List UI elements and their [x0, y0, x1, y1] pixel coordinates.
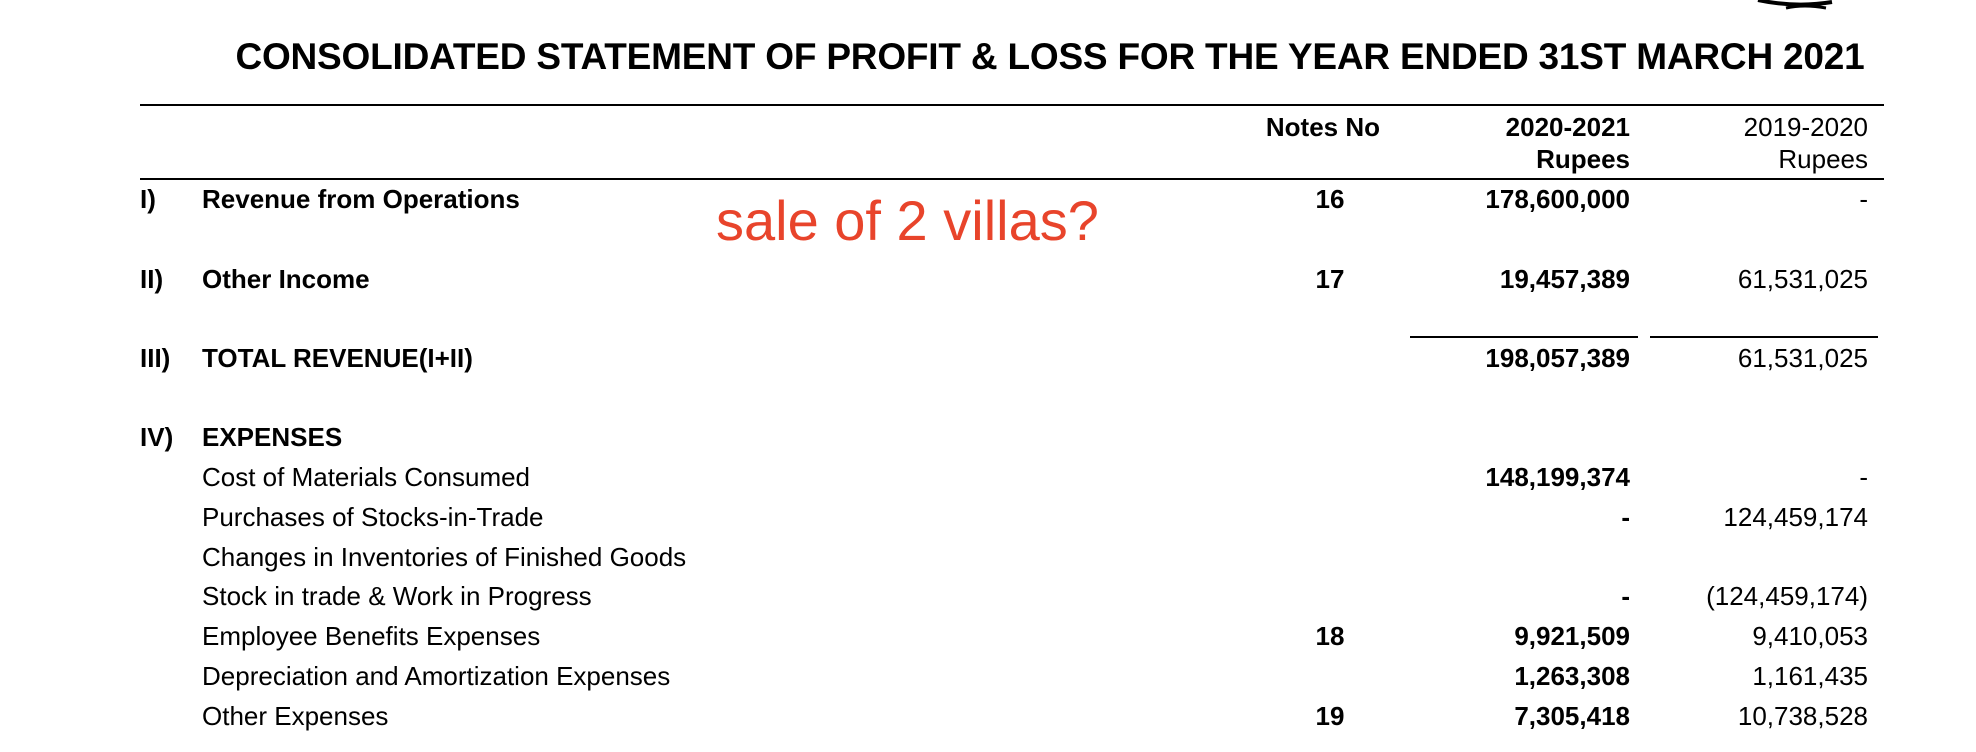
row-number: IV) — [140, 422, 174, 452]
table-row: Changes in Inventories of Finished Goods — [0, 539, 1976, 575]
header-current-unit: Rupees — [1536, 144, 1630, 174]
row-label: Other Expenses — [202, 701, 389, 731]
row-current-value: - — [1621, 581, 1630, 611]
total-rule-current — [1410, 336, 1638, 338]
row-label: Other Income — [202, 264, 370, 294]
row-previous-value: 61,531,025 — [1737, 264, 1868, 294]
row-note: 19 — [1315, 701, 1345, 731]
table-row: Cost of Materials Consumed 148,199,374 - — [0, 459, 1976, 495]
row-label: TOTAL REVENUE(I+II) — [202, 343, 473, 373]
row-current-value: 9,921,509 — [1514, 621, 1630, 651]
row-number: III) — [140, 343, 171, 373]
header-previous-unit: Rupees — [1778, 144, 1868, 174]
header-current-year: 2020-2021 — [1505, 112, 1630, 142]
row-number: II) — [140, 264, 164, 294]
row-previous-value: (124,459,174) — [1706, 581, 1868, 611]
row-current-value: 19,457,389 — [1499, 264, 1630, 294]
row-note: 18 — [1315, 621, 1345, 651]
table-row: I) Revenue from Operations 16 178,600,00… — [0, 181, 1976, 217]
row-previous-value: 1,161,435 — [1752, 661, 1868, 691]
table-row: Stock in trade & Work in Progress - (124… — [0, 578, 1976, 614]
row-current-value: 198,057,389 — [1485, 343, 1630, 373]
row-note: 17 — [1315, 264, 1345, 294]
table-row: IV) EXPENSES — [0, 419, 1976, 455]
row-current-value: 7,305,418 — [1514, 701, 1630, 731]
row-label: Employee Benefits Expenses — [202, 621, 541, 651]
row-label: Revenue from Operations — [202, 184, 520, 214]
row-current-value: - — [1621, 502, 1630, 532]
header-notes: Notes No — [1265, 112, 1380, 142]
row-current-value: 1,263,308 — [1514, 661, 1630, 691]
row-previous-value: 124,459,174 — [1723, 502, 1868, 532]
row-current-value: 148,199,374 — [1485, 462, 1630, 492]
row-label: Changes in Inventories of Finished Goods — [202, 542, 687, 572]
table-row: Purchases of Stocks-in-Trade - 124,459,1… — [0, 499, 1976, 535]
header-bottom-rule — [140, 178, 1884, 180]
row-label: Stock in trade & Work in Progress — [202, 581, 592, 611]
row-note: 16 — [1315, 184, 1345, 214]
row-label: Cost of Materials Consumed — [202, 462, 531, 492]
table-row: Employee Benefits Expenses 18 9,921,509 … — [0, 618, 1976, 654]
handwritten-annotation: sale of 2 villas? — [716, 189, 1099, 252]
header-previous-year: 2019-2020 — [1743, 112, 1868, 142]
statement-title: CONSOLIDATED STATEMENT OF PROFIT & LOSS … — [235, 36, 1865, 77]
table-row: II) Other Income 17 19,457,389 61,531,02… — [0, 261, 1976, 297]
company-logo-icon — [1757, 0, 1833, 10]
table-row: Other Expenses 19 7,305,418 10,738,528 — [0, 698, 1976, 734]
row-label: EXPENSES — [202, 422, 343, 452]
row-number: I) — [140, 184, 156, 214]
row-previous-value: 61,531,025 — [1737, 343, 1868, 373]
table-row: Depreciation and Amortization Expenses 1… — [0, 658, 1976, 694]
table-row: III) TOTAL REVENUE(I+II) 198,057,389 61,… — [0, 340, 1976, 376]
row-previous-value: - — [1859, 462, 1868, 492]
total-rule-previous — [1650, 336, 1878, 338]
row-current-value: 178,600,000 — [1485, 184, 1630, 214]
header-top-rule — [140, 104, 1884, 106]
row-label: Depreciation and Amortization Expenses — [202, 661, 671, 691]
row-label: Purchases of Stocks-in-Trade — [202, 502, 544, 532]
row-previous-value: 9,410,053 — [1752, 621, 1868, 651]
row-previous-value: - — [1859, 184, 1868, 214]
row-previous-value: 10,738,528 — [1737, 701, 1868, 731]
